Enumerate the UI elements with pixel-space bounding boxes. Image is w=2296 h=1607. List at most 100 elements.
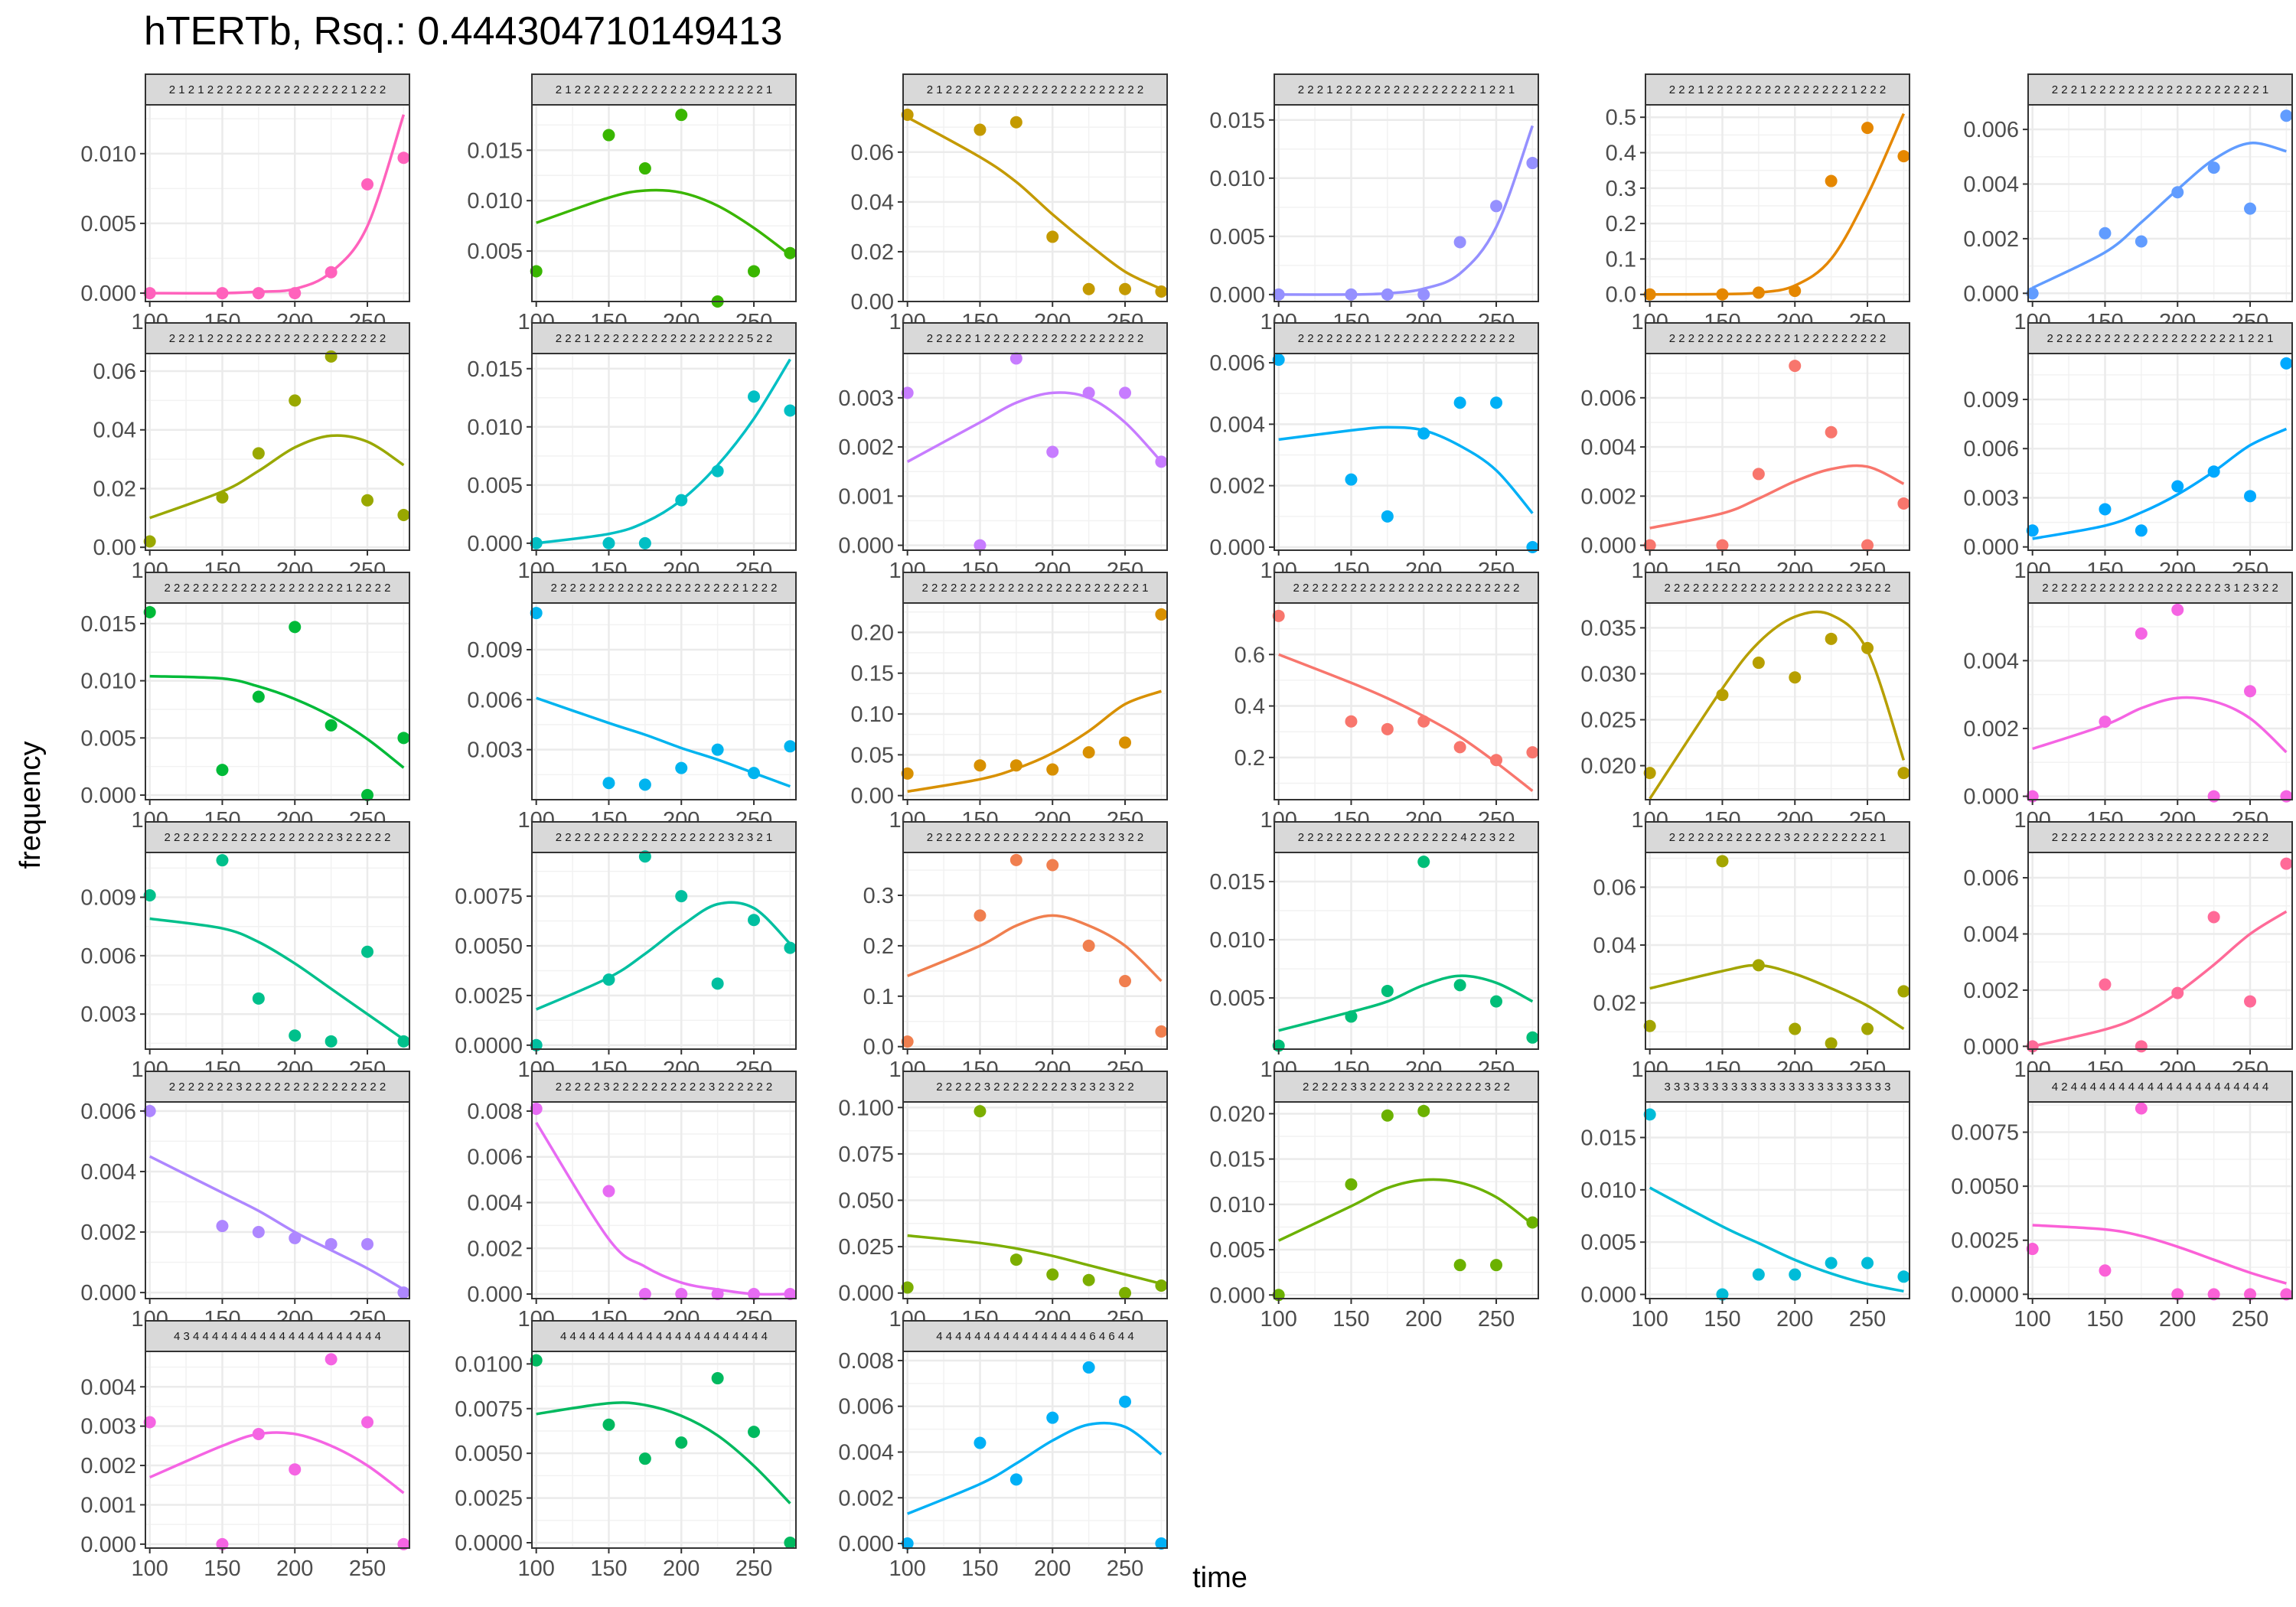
fit-curve [907,1421,1163,1515]
data-point [974,909,987,922]
data-point [216,1220,229,1233]
panel-border [1645,602,1910,800]
data-point [530,1038,543,1051]
facet-strip-label: 2 2 2 2 2 2 2 2 2 2 2 2 2 2 2 2 2 2 2 3 … [2042,582,2278,595]
y-tick-label: 0.000 [80,1533,136,1557]
data-point [2135,524,2148,537]
data-point [325,1353,338,1366]
y-tick-label: 0.008 [467,1100,523,1124]
facet-panel: 2 2 2 1 2 2 2 2 2 2 2 2 2 2 2 2 2 2 2 2 … [93,322,410,583]
y-tick-label: 0.004 [1963,173,2019,197]
facet-strip [145,1071,410,1103]
panel-background [145,1102,409,1299]
x-tick-label: 200 [1405,1307,1442,1332]
panel-background [1274,852,1538,1049]
y-tick-label: 0.04 [1593,934,1636,958]
panel-border [1274,852,1539,1050]
panel-grid [532,852,796,1049]
data-point [1155,455,1168,468]
data-point [1453,979,1466,992]
data-point [974,539,987,552]
panel-border [145,353,410,551]
data-point [2135,627,2148,640]
y-tick-label: 0.010 [1209,928,1265,953]
y-tick-label: 0.006 [838,1395,894,1420]
fit-curve [536,1401,791,1504]
data-point [1272,609,1285,622]
panel-grid [2028,1102,2292,1299]
y-tick-label: 0.10 [851,702,894,727]
data-point [143,888,156,901]
fit-curve [149,674,405,769]
x-tick-label: 250 [1478,1307,1515,1332]
x-tick-label: 250 [2232,1307,2268,1332]
facet-strip-label: 2 2 2 1 2 2 2 2 2 2 2 2 2 2 2 2 2 2 2 2 … [169,332,386,345]
data-point [325,266,338,279]
fit-curve [148,1155,405,1291]
y-tick-label: 0.002 [80,1454,136,1478]
data-point [1082,282,1095,295]
facet-strip [1274,322,1539,354]
panel-grid [1645,603,1910,800]
y-tick-label: 0.005 [80,726,136,751]
panel-grid [145,1102,409,1299]
data-point [638,162,651,175]
data-point [1825,174,1838,187]
facet-panel: 2 2 2 2 2 1 2 2 2 2 2 2 2 2 2 2 2 2 2 2 … [838,322,1168,583]
data-point [2244,685,2257,698]
data-point [1643,1108,1656,1121]
facet-strip-label: 2 2 2 2 2 2 2 2 2 2 2 2 2 2 2 2 2 4 2 2 … [1298,831,1515,844]
panel-border [531,104,797,302]
data-point [1716,539,1729,552]
y-tick-label: 0.002 [1580,484,1636,509]
y-tick-label: 0.050 [838,1189,894,1214]
data-point [638,850,651,863]
facet-strip-label: 2 2 2 2 2 2 2 2 2 2 2 2 2 2 2 2 2 2 2 2 … [550,582,777,595]
data-point [2135,235,2148,248]
facet-strip-label: 2 2 2 2 2 2 2 2 2 2 2 2 2 2 2 2 2 2 2 1 … [164,582,390,595]
data-point [784,404,797,417]
data-point [748,767,761,780]
facet-strip [145,322,410,354]
data-point [325,1237,338,1250]
x-tick-label: 100 [1631,1307,1668,1332]
y-tick-label: 0.004 [467,1191,523,1215]
facet-panel: 2 2 2 2 2 2 2 2 2 2 2 2 2 2 2 2 2 2 3 2 … [455,821,797,1082]
data-point [2171,186,2184,199]
data-point [748,914,761,927]
data-point [1272,288,1285,301]
panel-background [1645,1102,1910,1299]
panel-background [532,1102,796,1299]
y-tick-label: 0.009 [80,886,136,911]
data-point [711,1372,724,1385]
data-point [1643,539,1656,552]
y-tick-label: 0.000 [838,1282,894,1306]
panel-grid [903,105,1167,302]
data-point [974,123,987,136]
data-point [252,1226,265,1239]
panel-grid [903,1102,1167,1299]
data-point [361,1416,374,1429]
panel-border [902,852,1168,1050]
facet-strip [531,572,797,604]
y-tick-label: 0.010 [80,670,136,694]
data-point [1752,468,1765,481]
facet-panel: 2 2 2 1 2 2 2 2 2 2 2 2 2 2 2 2 2 2 2 2 … [1963,73,2293,334]
y-tick-label: 0.025 [1580,709,1636,733]
facet-strip-label: 2 2 2 2 2 3 2 2 2 2 2 2 2 2 2 2 3 2 2 2 … [556,1081,773,1094]
facet-strip [1645,572,1910,604]
facet-strip-label: 2 2 2 2 2 2 2 2 2 2 2 2 2 2 2 2 2 2 2 2 … [1664,582,1890,595]
y-tick-label: 0.001 [80,1493,136,1517]
data-point [2207,911,2220,924]
panel-grid [903,852,1167,1049]
y-tick-label: 0.004 [1963,649,2019,673]
panel-border [145,1351,410,1549]
y-tick-label: 0.0025 [455,984,523,1009]
panel-border [2027,852,2293,1050]
panel-border [531,353,797,551]
panel-background [903,603,1167,800]
y-tick-label: 0.003 [80,1002,136,1027]
facet-panel: 2 2 2 2 2 2 2 2 2 2 2 2 2 2 2 2 2 2 2 1 … [80,572,410,833]
panel-background [532,603,796,800]
facet-strip-label: 2 2 2 2 2 1 2 2 2 2 2 2 2 2 2 2 2 2 2 2 … [927,332,1144,345]
